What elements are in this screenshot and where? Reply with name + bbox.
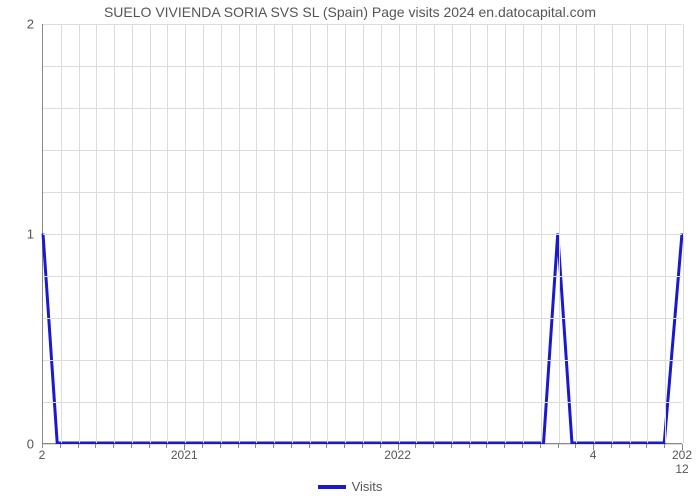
x-minor-tick: [113, 444, 114, 448]
grid-hline: [43, 24, 682, 25]
x-tick-label: 4: [590, 448, 597, 462]
x-tick-label: 2021: [171, 448, 198, 462]
x-minor-tick: [291, 444, 292, 448]
x-minor-tick: [220, 444, 221, 448]
x-minor-tick: [255, 444, 256, 448]
x-minor-tick: [540, 444, 541, 448]
x-minor-tick: [78, 444, 79, 448]
x-minor-tick: [344, 444, 345, 448]
x-corner-label-left: 2: [39, 448, 46, 462]
x-minor-tick: [309, 444, 310, 448]
chart-container: SUELO VIVIENDA SORIA SVS SL (Spain) Page…: [0, 0, 700, 500]
x-tick-label: 2022: [384, 448, 411, 462]
plot-area: [42, 24, 682, 444]
x-minor-tick: [362, 444, 363, 448]
x-minor-tick: [611, 444, 612, 448]
x-minor-tick: [629, 444, 630, 448]
grid-hline-minor: [43, 66, 682, 67]
x-corner-label-right: 12: [675, 462, 688, 476]
x-tick-label: 202: [672, 448, 692, 462]
chart-title: SUELO VIVIENDA SORIA SVS SL (Spain) Page…: [0, 4, 700, 20]
grid-vline: [683, 24, 684, 443]
x-minor-tick: [95, 444, 96, 448]
grid-hline-minor: [43, 318, 682, 319]
x-minor-tick: [131, 444, 132, 448]
x-minor-tick: [558, 444, 559, 448]
grid-hline-minor: [43, 276, 682, 277]
x-minor-tick: [486, 444, 487, 448]
grid-hline: [43, 234, 682, 235]
y-tick-label: 0: [0, 437, 34, 452]
x-minor-tick: [380, 444, 381, 448]
x-minor-tick: [326, 444, 327, 448]
x-minor-tick: [504, 444, 505, 448]
x-minor-tick: [60, 444, 61, 448]
x-minor-tick: [664, 444, 665, 448]
grid-hline-minor: [43, 192, 682, 193]
x-minor-tick: [415, 444, 416, 448]
x-minor-tick: [238, 444, 239, 448]
y-tick-label: 1: [0, 227, 34, 242]
x-minor-tick: [575, 444, 576, 448]
y-tick-label: 2: [0, 17, 34, 32]
grid-hline-minor: [43, 150, 682, 151]
grid-hline-minor: [43, 402, 682, 403]
legend-swatch: [318, 485, 346, 489]
legend: Visits: [0, 478, 700, 494]
x-minor-tick: [451, 444, 452, 448]
x-minor-tick: [469, 444, 470, 448]
x-minor-tick: [273, 444, 274, 448]
x-minor-tick: [149, 444, 150, 448]
grid-hline-minor: [43, 360, 682, 361]
grid-hline-minor: [43, 108, 682, 109]
x-minor-tick: [646, 444, 647, 448]
x-minor-tick: [522, 444, 523, 448]
x-minor-tick: [202, 444, 203, 448]
x-minor-tick: [166, 444, 167, 448]
x-minor-tick: [433, 444, 434, 448]
legend-label: Visits: [352, 479, 383, 494]
